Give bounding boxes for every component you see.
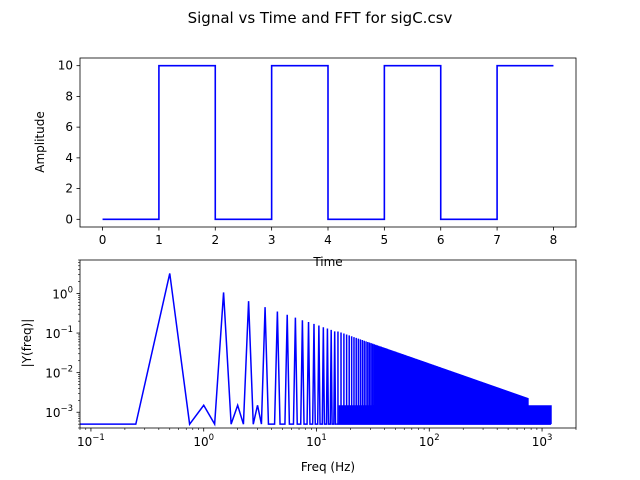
fft-chart-frame xyxy=(79,259,577,429)
fft-ytick-label: 100 xyxy=(52,285,73,301)
time-ytick-label: 10 xyxy=(58,59,73,73)
time-ytick-label: 2 xyxy=(65,182,73,196)
fft-chart-yticks: 10−3 10−2 10−1 100 xyxy=(45,259,80,429)
time-signal-line xyxy=(102,64,554,221)
fft-spectrum-line-low xyxy=(80,273,337,427)
time-chart-yticks: 0 2 4 6 8 10 xyxy=(58,59,80,226)
time-xtick-label: 5 xyxy=(381,233,389,247)
fft-ytick-label: 10−2 xyxy=(45,365,73,381)
fft-chart-xticks: 10−1 100 101 102 103 xyxy=(77,428,577,449)
time-ytick-label: 8 xyxy=(65,89,73,103)
fft-ytick-label: 10−1 xyxy=(45,325,73,341)
time-ytick-label: 0 xyxy=(65,212,73,226)
time-xtick-label: 3 xyxy=(268,233,276,247)
fft-xtick-label: 10−1 xyxy=(77,433,105,449)
time-chart-xlabel: Time xyxy=(312,255,342,269)
time-xtick-label: 2 xyxy=(211,233,219,247)
fft-ytick-label: 10−3 xyxy=(45,404,73,420)
time-xtick-label: 4 xyxy=(324,233,332,247)
time-chart-xticks: 0 1 2 3 4 5 6 7 8 xyxy=(99,227,558,247)
fft-chart-ylabel: |Y(freq)| xyxy=(20,319,34,368)
fft-xtick-label: 101 xyxy=(306,433,327,449)
time-xtick-label: 0 xyxy=(99,233,107,247)
time-xtick-label: 7 xyxy=(493,233,501,247)
time-xtick-label: 8 xyxy=(550,233,558,247)
time-ytick-label: 4 xyxy=(65,151,73,165)
time-chart-ylabel: Amplitude xyxy=(33,111,47,173)
fft-chart: 10−1 100 101 102 103 10−3 10−2 10−1 100 |Y(freq… xyxy=(20,259,577,474)
figure-title: Signal vs Time and FFT for sigC.csv xyxy=(188,9,453,27)
time-chart-plot-area xyxy=(79,57,577,228)
time-chart: 0 1 2 3 4 5 6 7 8 0 2 4 6 8 10 Amplitude Time xyxy=(33,57,577,269)
time-xtick-label: 6 xyxy=(437,233,445,247)
fft-xtick-label: 103 xyxy=(532,433,553,449)
time-ytick-label: 6 xyxy=(65,120,73,134)
fft-chart-xlabel: Freq (Hz) xyxy=(301,460,355,474)
fft-spectrum-line-dense xyxy=(336,331,552,425)
fft-xtick-label: 100 xyxy=(193,433,214,449)
fft-chart-plot-area xyxy=(79,259,577,429)
fft-xtick-label: 102 xyxy=(419,433,440,449)
time-xtick-label: 1 xyxy=(155,233,163,247)
